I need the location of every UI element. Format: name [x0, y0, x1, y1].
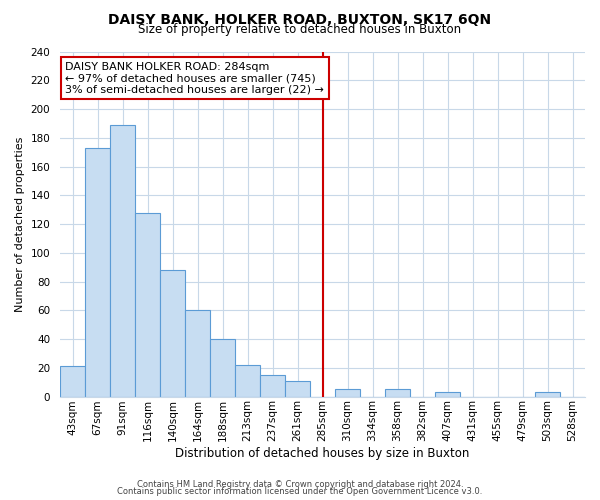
Bar	[210, 339, 235, 396]
Bar	[285, 380, 310, 396]
Bar	[335, 390, 360, 396]
Bar	[185, 310, 210, 396]
Text: Contains public sector information licensed under the Open Government Licence v3: Contains public sector information licen…	[118, 487, 482, 496]
Text: DAISY BANK HOLKER ROAD: 284sqm
← 97% of detached houses are smaller (745)
3% of : DAISY BANK HOLKER ROAD: 284sqm ← 97% of …	[65, 62, 324, 95]
Text: Contains HM Land Registry data © Crown copyright and database right 2024.: Contains HM Land Registry data © Crown c…	[137, 480, 463, 489]
Bar	[110, 125, 135, 396]
Text: DAISY BANK, HOLKER ROAD, BUXTON, SK17 6QN: DAISY BANK, HOLKER ROAD, BUXTON, SK17 6Q…	[109, 12, 491, 26]
Bar	[385, 390, 410, 396]
Bar	[435, 392, 460, 396]
Bar	[135, 212, 160, 396]
Text: Size of property relative to detached houses in Buxton: Size of property relative to detached ho…	[139, 24, 461, 36]
Bar	[85, 148, 110, 396]
Bar	[535, 392, 560, 396]
Bar	[60, 366, 85, 396]
X-axis label: Distribution of detached houses by size in Buxton: Distribution of detached houses by size …	[175, 447, 470, 460]
Y-axis label: Number of detached properties: Number of detached properties	[15, 136, 25, 312]
Bar	[160, 270, 185, 396]
Bar	[235, 365, 260, 396]
Bar	[260, 375, 285, 396]
